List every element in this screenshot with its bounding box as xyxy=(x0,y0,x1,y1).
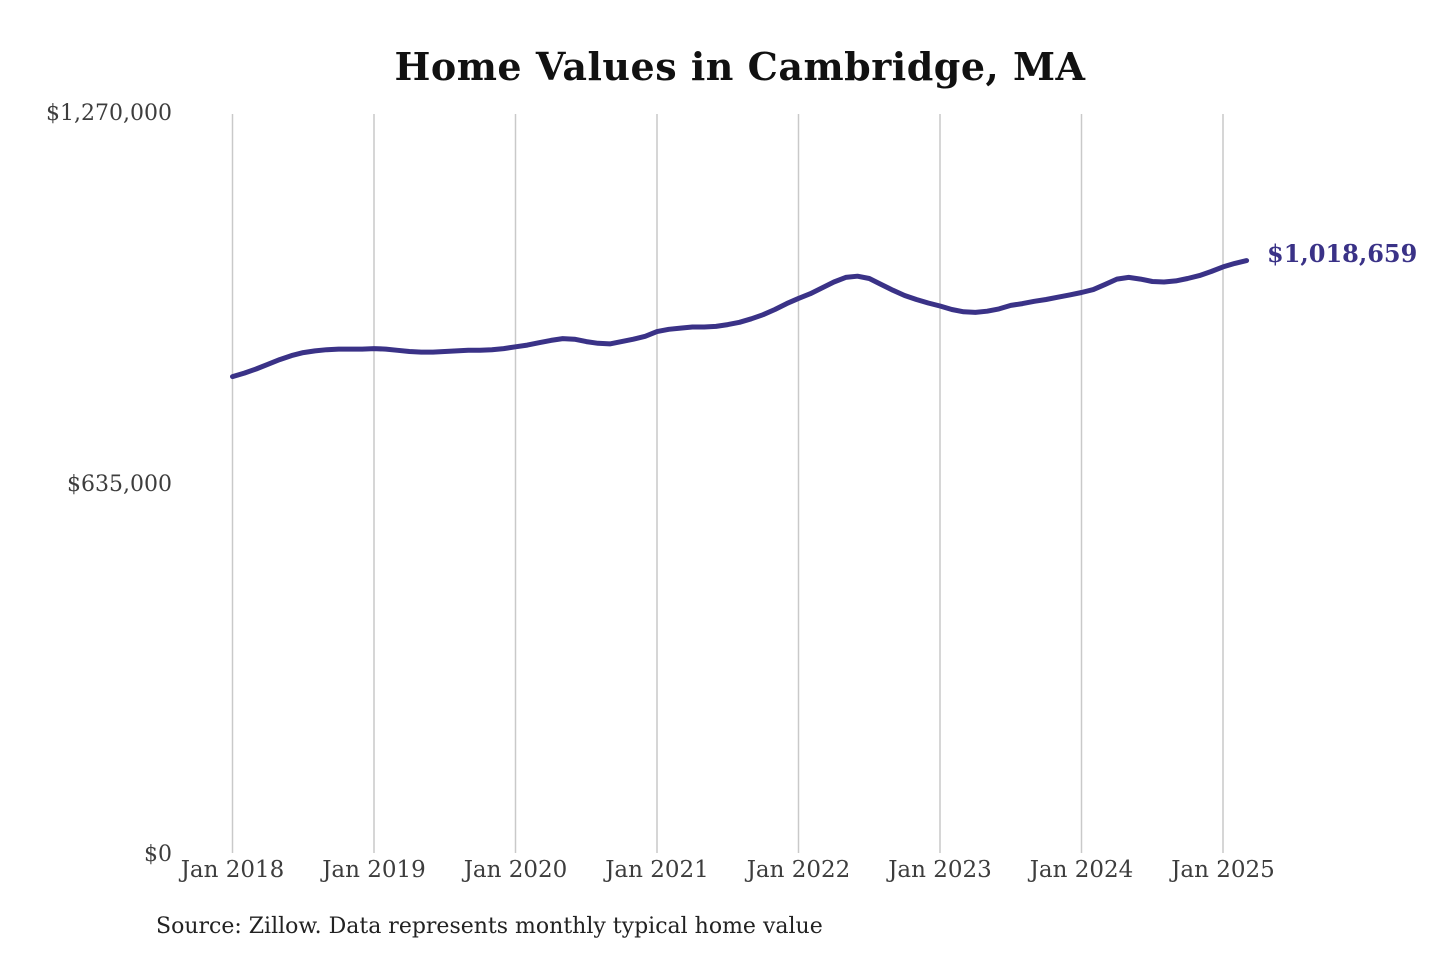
end-value-label: $1,018,659 xyxy=(1267,239,1418,268)
x-axis-label: Jan 2020 xyxy=(463,857,568,883)
x-axis-label: Jan 2019 xyxy=(322,857,426,883)
vertical-gridlines xyxy=(231,114,1224,853)
home-value-line xyxy=(230,258,1250,380)
x-axis-label: Jan 2021 xyxy=(605,857,709,883)
source-note: Source: Zillow. Data represents monthly … xyxy=(156,914,823,939)
chart-title: Home Values in Cambridge, MA xyxy=(394,44,1086,89)
x-axis-label: Jan 2022 xyxy=(746,857,851,883)
y-axis-label: $635,000 xyxy=(67,471,172,497)
y-axis-label: $1,270,000 xyxy=(46,101,172,126)
x-axis-label: Jan 2025 xyxy=(1171,857,1275,883)
x-axis-label: Jan 2023 xyxy=(888,857,992,883)
x-axis-label: Jan 2018 xyxy=(180,857,285,883)
y-axis-label: $0 xyxy=(144,842,172,867)
x-axis-label: Jan 2024 xyxy=(1029,857,1134,883)
